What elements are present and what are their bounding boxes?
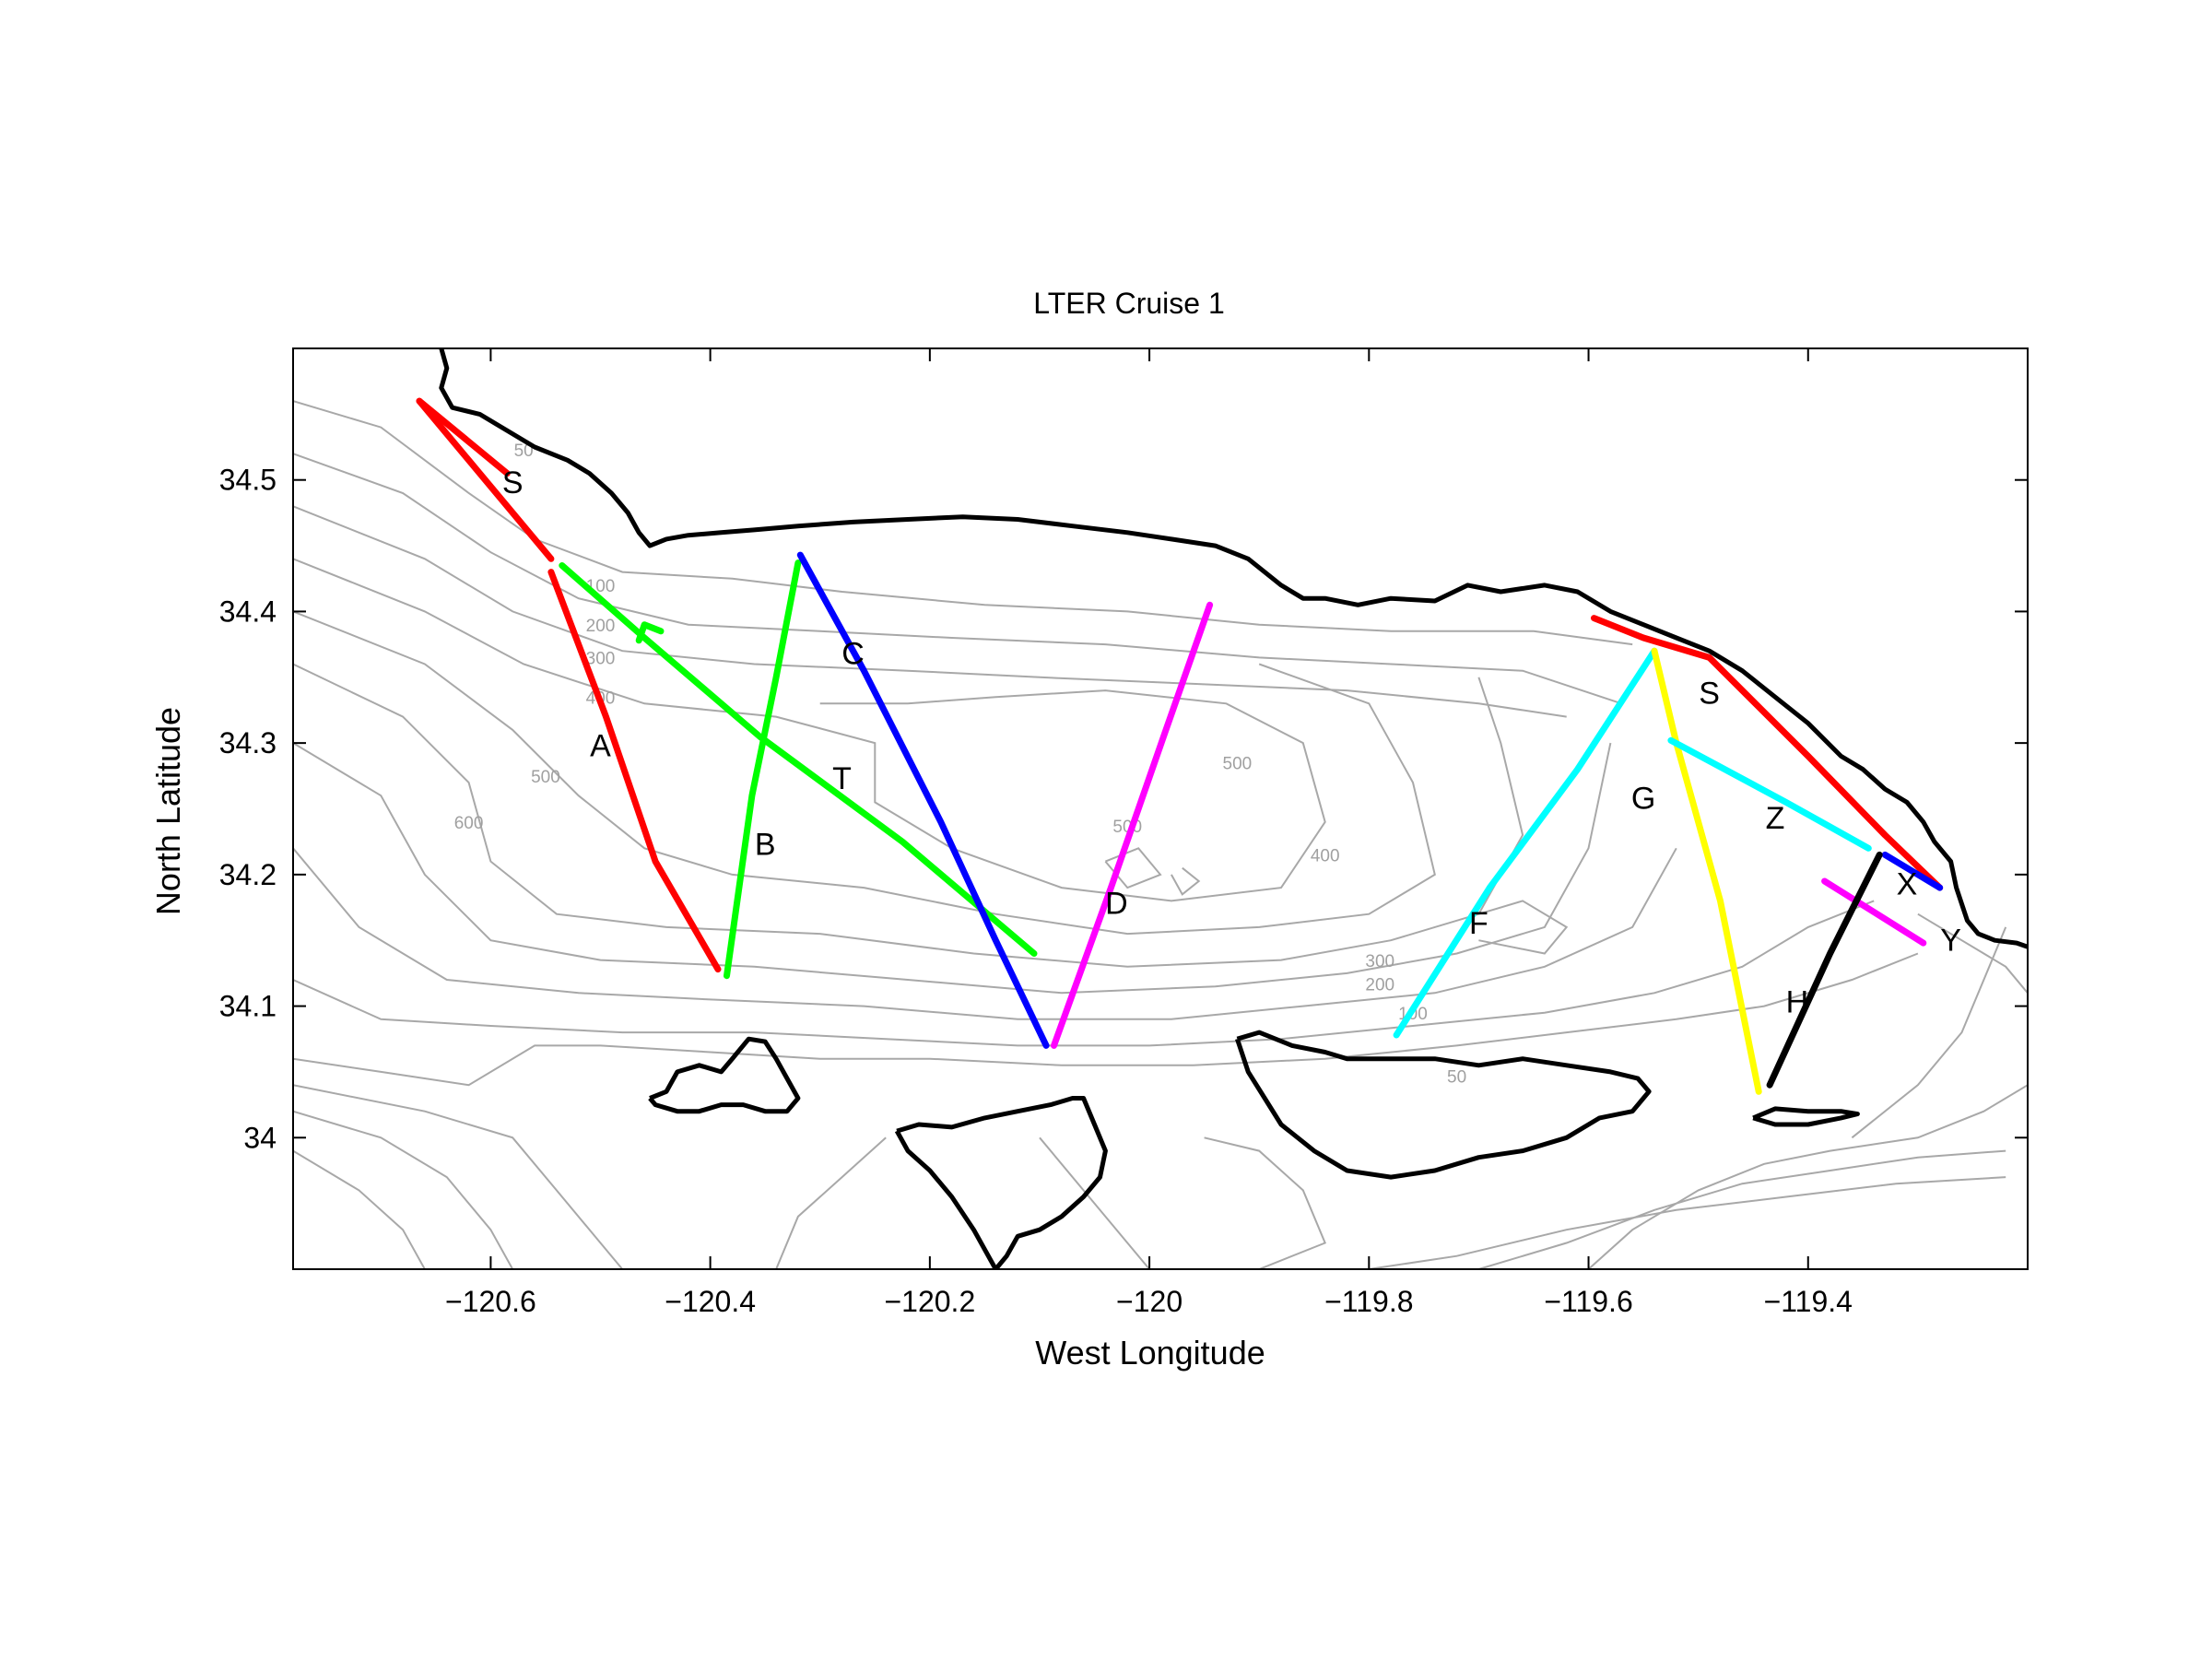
depth-contour [1204,1136,1327,1269]
depth-contour [1039,1136,1150,1269]
depth-contour [293,1110,514,1269]
depth-contour [1104,847,1162,889]
transect-line-T [559,562,1038,957]
x-tick-label: −120.6 [445,1285,536,1318]
transect-label-F: F [1469,906,1488,941]
x-tick-label: −119.6 [1544,1285,1632,1318]
transect-labels: S A T B C D F S G Z XY H [502,465,1961,1020]
plot-frame [292,347,2029,1270]
coastline [439,348,2028,1269]
depth-contour [293,1084,624,1269]
contour-depth-label: 400 [1311,847,1340,866]
transect-line-F [1393,647,1658,1039]
y-tick-label: 34.4 [219,595,276,628]
contour-depth-label: 300 [586,650,616,669]
depth-contour [1851,926,2007,1139]
contour-depth-label: 50 [1447,1067,1466,1087]
depth-contour [1369,1176,2006,1269]
transect-line-Y [1821,877,1927,947]
transect-line-H [1766,851,1883,1089]
transect-label-S: S [1699,676,1720,711]
x-tick-label: −119.4 [1764,1285,1853,1318]
y-tick-label: 34 [243,1121,276,1154]
x-tick-label: −120.4 [665,1285,756,1318]
y-axis-label: North Latitude [149,707,187,915]
y-tick-label: 34.3 [219,726,276,759]
transect-label-A: A [590,728,611,763]
transect-label-S: S [502,465,524,500]
transect-label-Z: Z [1766,801,1785,836]
depth-contour [1917,912,2028,994]
contour-depth-label: 200 [1365,975,1394,995]
x-tick-label: −120.2 [884,1285,975,1318]
depth-contour [293,742,1612,995]
transect-line-X [1881,851,1944,891]
transect-line-segment [416,397,555,562]
depth-contour [293,400,1633,646]
contour-depth-label: 500 [1223,755,1253,774]
transect-lines [416,397,1944,1095]
contour-depth-label: 600 [454,814,484,833]
y-tick-label: 34.5 [219,464,276,497]
transect-label-Y: Y [1940,924,1961,959]
coastline-segment [648,1036,801,1114]
y-axis-ticks: 34 34.1 34.2 34.3 34.4 34.5 [219,464,2028,1154]
coastline-segment [1752,1106,1860,1127]
depth-contour [1587,1084,2028,1269]
transect-line-G [1651,647,1762,1095]
transect-line-A [547,569,722,973]
transect-line-S [1591,615,1944,891]
transect-label-G: G [1631,782,1655,817]
x-tick-label: −120 [1116,1285,1182,1318]
x-axis-label: West Longitude [1035,1334,1265,1372]
transect-line-D [1051,601,1214,1049]
contour-depth-label: 500 [531,768,560,787]
bathymetry-contours [293,400,2028,1269]
depth-contour [1171,866,1201,896]
depth-contour [293,1149,426,1269]
depth-contour [293,558,1326,902]
transect-label-T: T [832,761,852,796]
y-tick-label: 34.2 [219,858,276,891]
coastline-segment [1235,1030,1652,1180]
depth-contour [293,610,1436,936]
y-tick-label: 34.1 [219,990,276,1023]
transect-label-C: C [841,637,865,672]
transect-line-Z [1667,736,1872,852]
depth-contour [293,952,1919,1087]
depth-contour [293,847,1677,1020]
x-tick-label: −119.8 [1324,1285,1413,1318]
depth-contour [293,453,1622,705]
depth-contour [1478,1149,2006,1269]
depth-contour [293,505,1567,718]
coastline-segment [439,348,2028,949]
depth-contour [293,900,1875,1047]
transect-line-B [724,559,802,980]
depth-contour [1478,900,1569,955]
transect-label-X: X [1897,866,1918,901]
transect-line-C [796,551,1050,1049]
contour-depth-label: 50 [514,441,534,461]
chart-title: LTER Cruise 1 [1033,287,1224,320]
x-axis-ticks: −120.6 −120.4 −120.2 −120 −119.8 −119.6 −119.4 [445,348,1853,1318]
transect-label-D: D [1105,887,1128,922]
transect-line-segment [635,621,665,644]
contour-depth-label: 300 [1365,952,1394,971]
transect-label-B: B [755,827,776,862]
transect-label-H: H [1786,985,1809,1020]
transect-line-S [416,397,511,477]
coastline-segment [894,1096,1108,1269]
depth-contour [775,1136,887,1269]
contour-depth-label: 200 [586,617,616,636]
